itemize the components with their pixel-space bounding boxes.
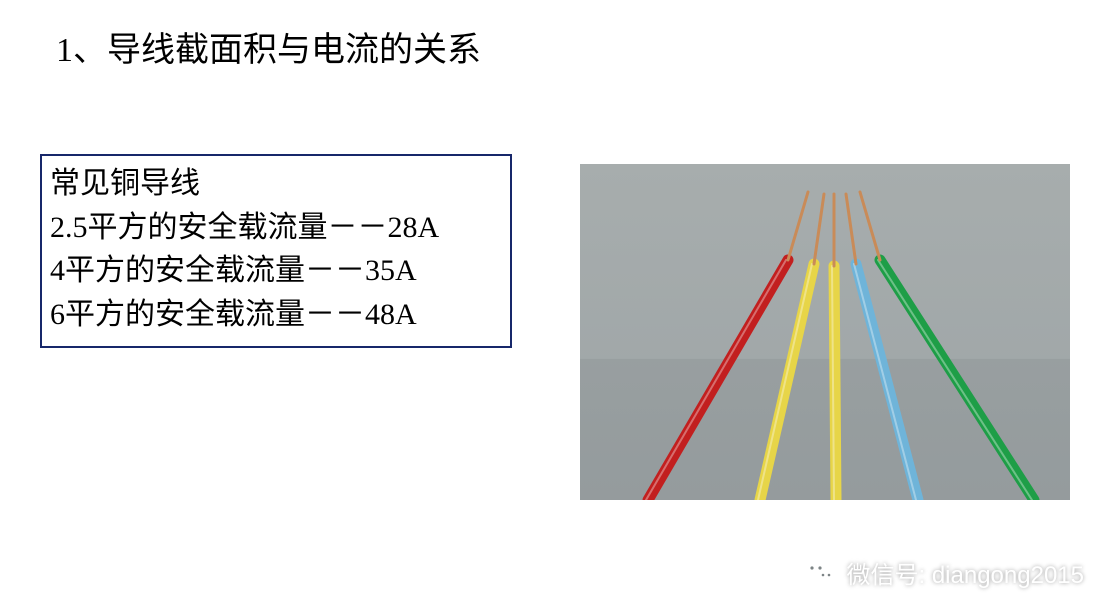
info-line-2: 6平方的安全载流量－－48A [50, 293, 502, 337]
info-line-1: 4平方的安全载流量－－35A [50, 249, 502, 293]
page-title: 1、导线截面积与电流的关系 [56, 22, 481, 71]
info-box: 常见铜导线 2.5平方的安全载流量－－28A 4平方的安全载流量－－35A 6平… [40, 154, 512, 348]
watermark-text: 微信号: diangong2015 [847, 555, 1085, 590]
info-heading: 常见铜导线 [50, 162, 502, 206]
info-line-0: 2.5平方的安全载流量－－28A [50, 206, 502, 250]
wires-photo [580, 164, 1070, 500]
watermark: 微信号: diangong2015 [803, 555, 1085, 590]
wechat-icon [803, 556, 837, 590]
